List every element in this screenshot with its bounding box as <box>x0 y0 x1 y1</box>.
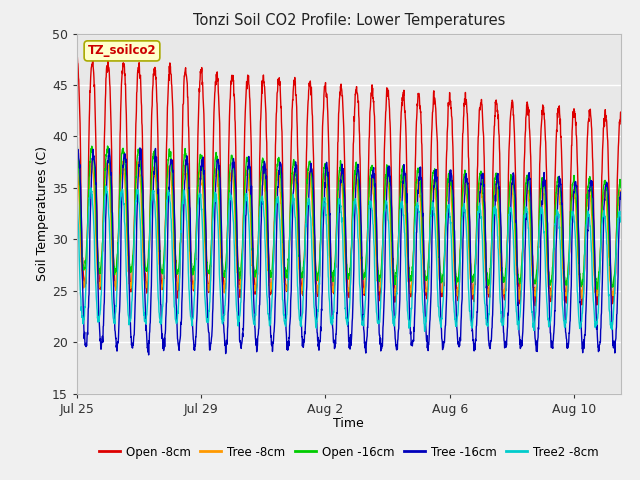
X-axis label: Time: Time <box>333 417 364 430</box>
Y-axis label: Soil Temperatures (C): Soil Temperatures (C) <box>36 146 49 281</box>
Legend: Open -8cm, Tree -8cm, Open -16cm, Tree -16cm, Tree2 -8cm: Open -8cm, Tree -8cm, Open -16cm, Tree -… <box>94 441 604 463</box>
Title: Tonzi Soil CO2 Profile: Lower Temperatures: Tonzi Soil CO2 Profile: Lower Temperatur… <box>193 13 505 28</box>
Text: TZ_soilco2: TZ_soilco2 <box>88 44 156 58</box>
